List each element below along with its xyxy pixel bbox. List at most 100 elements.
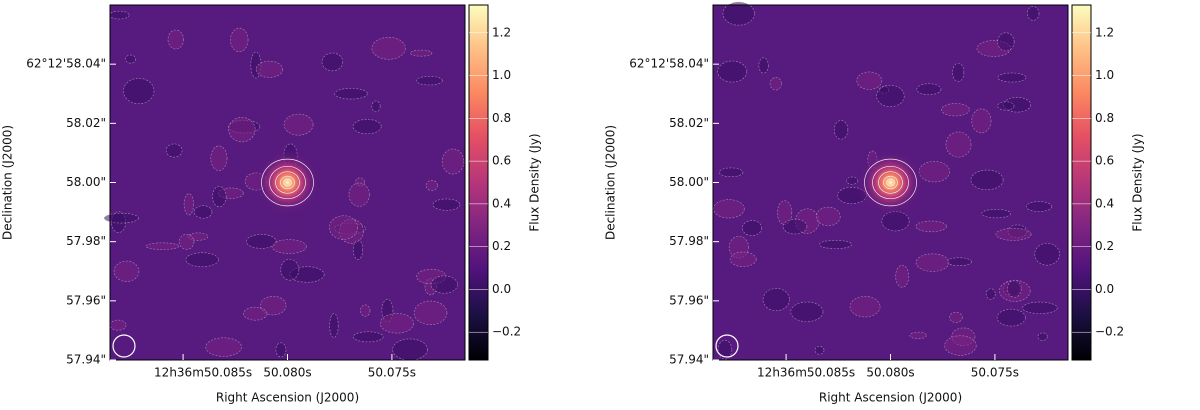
noise-blob (729, 251, 757, 267)
noise-blob (818, 240, 853, 249)
noise-blob (109, 319, 127, 331)
colorbar-tick-label: 0.4 (1095, 196, 1114, 210)
noise-blob (379, 313, 414, 334)
noise-blob (193, 205, 213, 219)
colorbar-tick-label: 1.0 (1095, 68, 1114, 82)
y-tick-label: 57.98" (669, 234, 709, 248)
noise-blob (722, 1, 755, 26)
noise-blob (260, 295, 287, 316)
noise-blob (815, 206, 841, 227)
noise-blob (1027, 6, 1040, 21)
colorbar-tick-label: 1.2 (1095, 25, 1114, 39)
noise-blob (321, 52, 344, 72)
colorbar-tick-label: 0.2 (492, 239, 511, 253)
colorbar-tick-label: 1.2 (492, 25, 511, 39)
noise-blob (717, 340, 733, 360)
noise-blob (718, 167, 744, 177)
contour (280, 175, 295, 190)
noise-blob (717, 60, 748, 83)
noise-blob (178, 233, 195, 250)
noise-blob (849, 296, 881, 318)
colorbar-tick-label: 0.8 (1095, 111, 1114, 125)
noise-blob (915, 253, 950, 272)
noise-blob (915, 220, 947, 233)
colorbar-tick-label: 0.6 (492, 154, 511, 168)
noise-blob (909, 331, 927, 339)
noise-blob (392, 338, 428, 361)
noise-blob (941, 103, 970, 117)
contour (883, 175, 898, 190)
noise-blob (949, 311, 963, 323)
noise-blob (255, 60, 283, 78)
noise-blob (145, 242, 180, 250)
noise-blob (103, 212, 139, 224)
colorbar-tick-label: −0.2 (492, 325, 521, 339)
colorbar-tick-label: 0.0 (1095, 282, 1114, 296)
y-tick-label: 57.96" (66, 293, 106, 307)
y-tick-label: 57.94" (66, 353, 106, 367)
noise-blob (971, 108, 992, 134)
colorbar-tick-label: 0.4 (492, 196, 511, 210)
y-axis-label: Declination (J2000) (1, 125, 15, 240)
noise-blob (441, 148, 465, 175)
x-tick-label: 50.080s (263, 366, 311, 380)
noise-blob (410, 49, 433, 57)
y-tick-label: 62°12'58.04" (629, 57, 709, 71)
noise-blob (996, 308, 1026, 327)
x-tick-label: 50.080s (866, 366, 914, 380)
noise-blob (371, 100, 381, 113)
noise-blob (123, 77, 155, 105)
noise-blob (183, 193, 194, 216)
y-tick-label: 57.96" (669, 293, 709, 307)
noise-blob (814, 345, 825, 355)
noise-blob (167, 29, 184, 50)
noise-blob (275, 342, 287, 358)
noise-blob (1026, 201, 1053, 212)
y-tick-label: 58.00" (66, 175, 106, 189)
contour (269, 165, 306, 200)
noise-blob (790, 301, 824, 322)
noise-blob (228, 117, 256, 143)
contour (275, 171, 300, 194)
noise-blob (280, 258, 300, 281)
noise-blob (212, 186, 227, 208)
contour (872, 165, 909, 200)
beam (112, 334, 136, 358)
noise-blob (1007, 279, 1022, 298)
noise-blob (243, 306, 268, 321)
noise-blob (1037, 332, 1048, 341)
source (253, 148, 322, 217)
noise-blob (981, 208, 1012, 219)
noise-blob (846, 176, 859, 185)
noise-blob (185, 252, 219, 267)
noise-blob (125, 54, 136, 64)
colorbar-tick-label: 0.8 (492, 111, 511, 125)
colorbar-label: Flux Density (Jy) (528, 133, 542, 231)
noise-blob (352, 119, 382, 135)
noise-blob (430, 275, 458, 294)
x-tick-label: 50.075s (971, 366, 1019, 380)
colorbar-tick-label: 0.6 (1095, 154, 1114, 168)
noise-blob (944, 335, 977, 356)
x-tick-label: 12h36m50.085s (154, 366, 252, 380)
noise-blob (109, 10, 130, 20)
noise-blob (283, 113, 314, 136)
noise-blob (334, 88, 368, 100)
noise-blob (165, 143, 183, 158)
noise-blob (352, 331, 384, 343)
noise-blob (997, 101, 1015, 111)
noise-blob (1034, 242, 1060, 266)
x-axis-label: Right Ascension (J2000) (216, 391, 359, 405)
noise-blob (876, 84, 905, 107)
noise-blob (371, 36, 406, 60)
colorbar-label: Flux Density (Jy) (1131, 133, 1145, 231)
noise-blob (895, 264, 910, 288)
noise-blob (271, 239, 307, 254)
y-tick-label: 62°12'58.04" (26, 57, 106, 71)
contour (283, 178, 292, 187)
noise-blob (997, 32, 1015, 52)
noise-blob (210, 145, 228, 171)
contour (886, 178, 895, 187)
noise-blob (833, 120, 849, 140)
colorbar-tick-label: −0.2 (1095, 325, 1124, 339)
